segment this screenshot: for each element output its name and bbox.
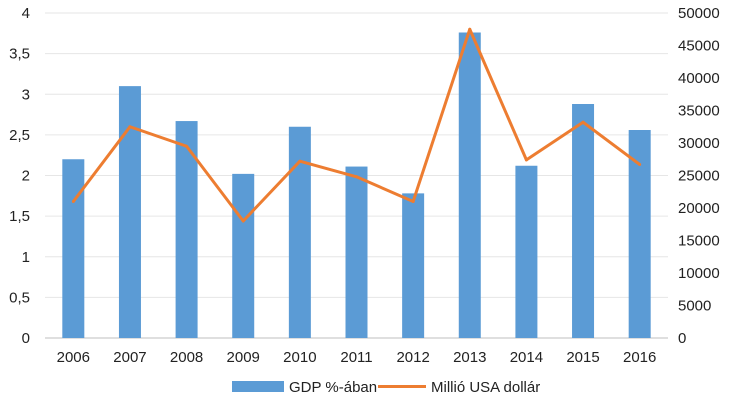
line-point [355, 175, 358, 179]
x-axis: 2006 2007 2008 2009 2010 2011 2012 2013 2014 2015… [57, 349, 657, 366]
bar [628, 130, 651, 338]
bar-series [62, 32, 651, 338]
x-tick-label: 2009 [227, 349, 260, 366]
right-tick-label: 10000 [678, 265, 720, 282]
line-point [411, 200, 415, 203]
right-tick-label: 25000 [678, 168, 720, 185]
x-tick-label: 2010 [283, 349, 316, 366]
left-tick-label: 1 [22, 249, 30, 266]
bar [402, 193, 425, 338]
line-series [71, 27, 642, 223]
line-point [638, 162, 642, 166]
bar [232, 173, 255, 338]
legend-line-label: Millió USA dollár [431, 379, 540, 396]
x-tick-label: 2015 [566, 349, 599, 366]
line-point [185, 144, 189, 148]
bar [572, 104, 595, 338]
right-tick-label: 30000 [678, 135, 720, 152]
x-tick-label: 2012 [396, 349, 429, 366]
right-tick-label: 45000 [678, 38, 720, 55]
x-tick-label: 2014 [510, 349, 543, 366]
right-axis: 0 5000 10000 15000 20000 25000 30000 35000 40000… [678, 5, 720, 347]
right-tick-label: 50000 [678, 5, 720, 22]
bar [288, 126, 311, 338]
x-tick-label: 2008 [170, 349, 203, 366]
left-tick-label: 3 [22, 86, 30, 103]
right-tick-label: 15000 [678, 233, 720, 250]
line-point [298, 159, 302, 163]
line-point [524, 158, 528, 162]
right-tick-label: 20000 [678, 200, 720, 217]
left-tick-label: 2,5 [9, 127, 30, 144]
left-tick-label: 4 [22, 5, 30, 22]
left-tick-label: 2 [22, 168, 30, 185]
line-point [128, 125, 132, 129]
bar [515, 165, 538, 338]
x-tick-label: 2013 [453, 349, 486, 366]
x-tick-label: 2006 [57, 349, 90, 366]
line-point [581, 120, 585, 124]
line-point [468, 27, 472, 31]
right-tick-label: 5000 [678, 298, 711, 315]
x-tick-label: 2016 [623, 349, 656, 366]
left-tick-label: 3,5 [9, 46, 30, 63]
bar [175, 121, 198, 338]
left-tick-label: 1,5 [9, 208, 30, 225]
left-tick-label: 0 [22, 330, 30, 347]
left-tick-label: 0,5 [9, 289, 30, 306]
legend-bar-swatch [232, 381, 284, 392]
legend-bar-label: GDP %-ában [289, 379, 377, 396]
bar [118, 86, 141, 338]
line-point [241, 219, 245, 223]
bar [62, 159, 85, 338]
right-tick-label: 0 [678, 330, 686, 347]
line-point [71, 200, 75, 203]
right-tick-label: 35000 [678, 103, 720, 120]
right-tick-label: 40000 [678, 70, 720, 87]
x-tick-label: 2011 [340, 349, 372, 366]
left-axis: 0 0,5 1 1,5 2 2,5 3 3,5 4 [9, 5, 30, 347]
bar [458, 32, 481, 338]
bar [345, 166, 368, 338]
x-tick-label: 2007 [113, 349, 146, 366]
legend: GDP %-ában Millió USA dollár [232, 379, 540, 396]
